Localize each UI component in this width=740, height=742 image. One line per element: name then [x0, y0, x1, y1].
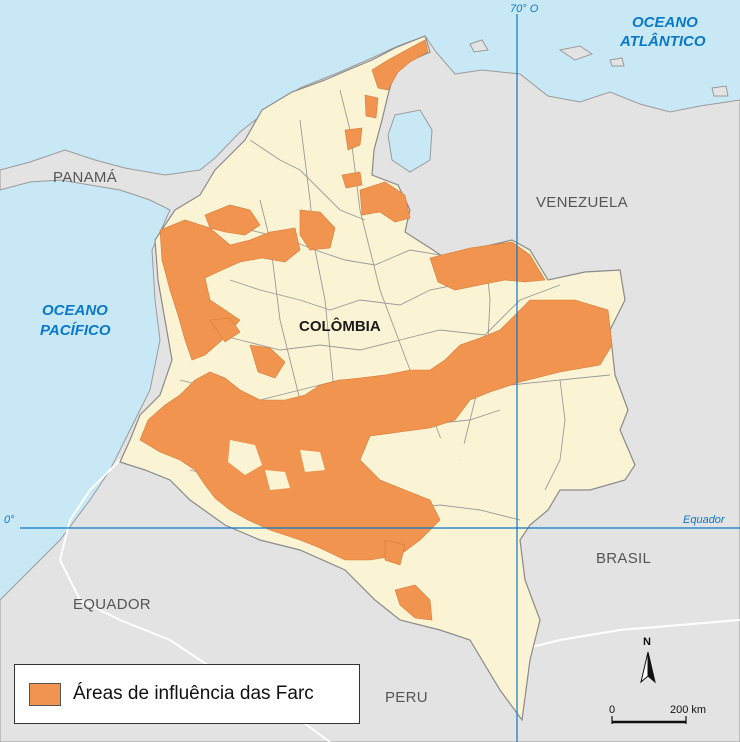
label-equador: EQUADOR	[73, 596, 151, 613]
label-ocean-atlantic-1: OCEANO	[632, 14, 698, 31]
island	[558, 45, 594, 61]
legend: Áreas de influência das Farc	[14, 664, 360, 724]
island	[711, 85, 729, 97]
scale-end: 200 km	[670, 704, 706, 716]
label-equator: Equador	[683, 514, 726, 526]
scale-start: 0	[609, 704, 615, 716]
label-panama: PANAMÁ	[53, 169, 117, 186]
label-ocean-pacific-1: OCEANO	[42, 302, 108, 319]
lake-maracaibo	[387, 109, 433, 173]
label-brasil: BRASIL	[596, 550, 651, 567]
label-ocean-atlantic-2: ATLÂNTICO	[619, 32, 706, 50]
label-venezuela: VENEZUELA	[536, 194, 628, 211]
label-ocean-pacific-2: PACÍFICO	[40, 322, 111, 339]
label-peru: PERU	[385, 689, 428, 706]
label-equator-degree: 0°	[4, 514, 15, 526]
label-meridian: 70° O	[510, 3, 539, 15]
island	[609, 57, 625, 67]
farc-areas	[139, 39, 613, 621]
north-arrow-icon-half	[647, 651, 656, 684]
scale-bar: 0 200 km	[609, 704, 706, 724]
non-farc-gaps	[228, 438, 470, 490]
neighbor-border	[519, 619, 740, 651]
north-arrow: N	[640, 636, 656, 684]
legend-swatch	[29, 682, 61, 706]
north-label: N	[643, 636, 651, 648]
label-colombia: COLÔMBIA	[299, 317, 381, 335]
island	[469, 39, 489, 53]
legend-label: Áreas de influência das Farc	[73, 683, 314, 704]
